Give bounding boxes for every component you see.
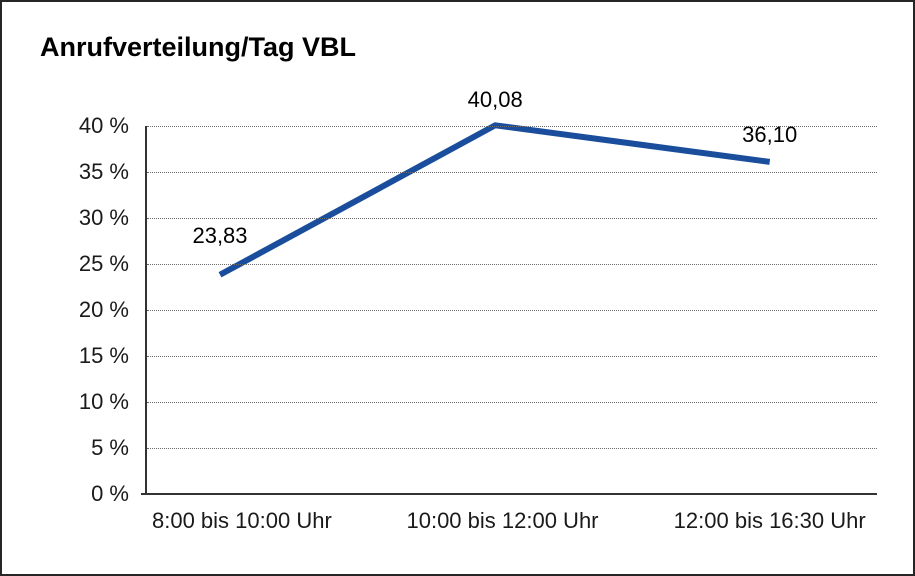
gridline <box>147 171 877 173</box>
y-axis-tick-label: 5 % <box>91 435 129 460</box>
x-axis-category-label: 8:00 bis 10:00 Uhr <box>152 508 332 533</box>
y-axis-tick-label: 40 % <box>78 113 129 138</box>
data-line-svg <box>218 122 771 278</box>
x-axis-line <box>141 493 877 495</box>
y-axis-tick-label: 15 % <box>78 343 129 368</box>
y-axis-tick-label: 35 % <box>78 159 129 184</box>
y-axis-tick-label: 10 % <box>78 389 129 414</box>
x-axis-category-label: 12:00 bis 16:30 Uhr <box>673 508 866 533</box>
chart-title: Anrufverteilung/Tag VBL <box>40 32 357 62</box>
data-point-label: 40,08 <box>467 87 523 113</box>
data-line <box>218 122 771 278</box>
gridline <box>147 217 877 219</box>
data-point-label: 23,83 <box>192 222 248 248</box>
y-axis-tick-label: 20 % <box>78 297 129 322</box>
y-axis-line <box>145 126 147 494</box>
y-axis-tick-label: 0 % <box>91 481 129 506</box>
gridline <box>147 309 877 311</box>
x-axis-category-label: 10:00 bis 12:00 Uhr <box>406 508 599 533</box>
gridline <box>147 125 877 127</box>
plot-area <box>141 122 877 495</box>
gridline <box>147 355 877 357</box>
data-point-label: 36,10 <box>742 121 798 147</box>
gridline <box>147 447 877 449</box>
gridline <box>147 401 877 403</box>
gridline <box>147 263 877 265</box>
y-axis-tick-label: 30 % <box>78 205 129 230</box>
y-axis-tick-label: 25 % <box>78 251 129 276</box>
